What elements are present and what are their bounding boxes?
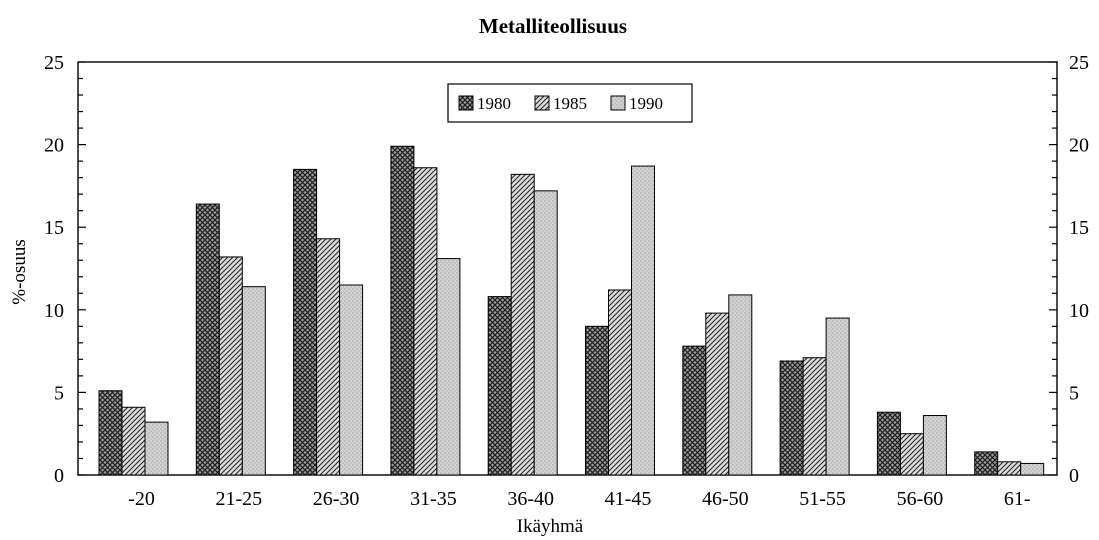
legend-box [447,83,693,123]
x-tick-label: 56-60 [897,488,944,510]
bar-1980-26-30 [293,168,318,476]
y-tick-label-left: 10 [44,300,64,322]
bar-1990-51-55 [825,317,850,476]
bar-1985-51-55 [802,357,827,476]
y-tick-label-right: 15 [1069,217,1089,239]
bar-1990-41-45 [631,165,655,476]
bar-1980-21-25 [195,203,220,476]
bar-1980-31-35 [390,145,415,476]
x-tick-label: -20 [128,488,155,510]
bar-1980-51-55 [779,360,804,476]
y-tick-label-left: 20 [44,135,64,157]
y-axis-left: 0 5 10 15 20 25 [44,52,86,487]
y-tick-label-right: 10 [1069,300,1089,322]
bar-1980-41-45 [585,325,609,476]
bar-1985-31-35 [413,167,438,476]
bar-1980-61- [974,451,999,476]
bar-1990-36-40 [533,190,558,476]
bar-1985-26-30 [316,238,341,476]
y-axis-label: %-osuus [9,239,30,304]
bar-1985--20 [121,406,146,476]
bar-1985-36-40 [510,173,535,476]
legend-label-1990: 1990 [629,94,663,113]
legend: 1980 1985 1990 [447,83,693,123]
y-tick-label-left: 0 [54,465,64,487]
bar-1990--20 [144,421,169,476]
x-tick-label: 31-35 [410,488,457,510]
bar-1985-21-25 [218,256,243,476]
x-tick-label: 46-50 [702,488,749,510]
bar-1990-61- [1020,462,1045,476]
legend-label-1980: 1980 [477,94,511,113]
bar-series-group [98,145,1045,476]
bar-1985-61- [997,461,1022,476]
bar-1990-26-30 [339,284,364,476]
x-tick-label: 41-45 [605,488,652,510]
y-tick-label-right: 20 [1069,135,1089,157]
y-tick-label-left: 25 [44,52,64,74]
y-tick-label-right: 0 [1069,465,1079,487]
bar-1980-46-50 [682,345,707,476]
bar-1990-46-50 [728,294,753,476]
bar-1985-46-50 [705,312,730,476]
y-tick-label-right: 5 [1069,382,1079,404]
chart-title: Metalliteollisuus [479,14,627,38]
x-tick-label: 26-30 [313,488,360,510]
plot-area-frame [77,61,1058,476]
x-tick-label: 36-40 [507,488,554,510]
x-tick-label: 51-55 [799,488,846,510]
y-tick-label-right: 25 [1069,52,1089,74]
x-tick-label: 61- [1004,488,1031,510]
bar-1990-31-35 [436,258,461,476]
bar-1990-56-60 [922,415,947,476]
y-axis-right: 0 5 10 15 20 25 [1049,52,1089,487]
y-tick-label-left: 15 [44,217,64,239]
bar-1980-56-60 [876,411,901,476]
bar-1980-36-40 [487,296,512,476]
bar-1985-56-60 [899,433,924,476]
x-tick-label: 21-25 [215,488,262,510]
legend-label-1985: 1985 [553,94,587,113]
bar-1980--20 [98,390,123,476]
legend-swatch-1980 [458,95,474,111]
legend-swatch-1985 [534,95,550,111]
bar-1985-41-45 [608,289,632,476]
y-tick-label-left: 5 [54,382,64,404]
x-axis-label: Ikäyhmä [517,516,584,537]
legend-swatch-1990 [610,95,626,111]
x-axis-tick-labels: -20 21-25 26-30 31-35 36-40 41-45 46-50 51-55 56… [128,488,1030,510]
bar-1990-21-25 [241,286,266,476]
